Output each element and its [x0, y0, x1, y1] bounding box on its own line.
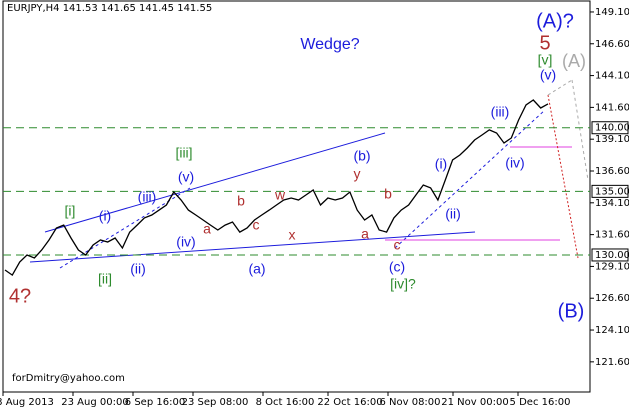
y-tick-label: 149.10: [595, 7, 629, 18]
level-box: [591, 248, 629, 262]
x-tick-label: 8 Aug 2013: [0, 397, 54, 408]
wave-label: Wedge?: [300, 36, 359, 53]
x-tick-label: 6 Sep 16:00: [125, 397, 185, 408]
wave-label: (v): [540, 67, 556, 83]
y-tick-label: 146.60: [595, 39, 629, 50]
wave-label: c: [394, 237, 401, 253]
wave-label: x: [289, 227, 296, 243]
projection: [547, 94, 579, 259]
y-tick-label: 131.60: [595, 230, 629, 241]
level-box: [591, 121, 629, 135]
wedge-upper: [44, 132, 386, 233]
wave-label: (i): [99, 208, 111, 224]
wave-label: (b): [353, 148, 370, 164]
wave-label: 4?: [9, 285, 31, 307]
y-tick-label: 136.60: [595, 166, 629, 177]
wave-label: b: [384, 186, 392, 202]
y-tick-label: 126.60: [595, 293, 629, 304]
projection: [571, 79, 589, 181]
wave-label: (A)?: [536, 10, 574, 32]
wave-label: (a): [248, 261, 265, 277]
chart-title: EURJPY,H4 141.53 141.65 141.45 141.55: [7, 3, 212, 14]
wave-label: (ii): [130, 261, 146, 277]
y-tick-label: 129.10: [595, 261, 629, 272]
level-label: 135.00: [595, 186, 629, 197]
wave-label: (c): [389, 259, 405, 275]
y-tick-label: 144.10: [595, 71, 629, 82]
wave-label: b: [237, 193, 245, 209]
wave-label: (ii): [445, 206, 461, 222]
channel: [394, 109, 546, 249]
wave-label: [v]: [538, 52, 553, 68]
wave-label: (v): [178, 169, 194, 185]
wave-label: (iii): [491, 104, 510, 120]
wave-label: a: [203, 221, 211, 237]
wave-label: 5: [539, 32, 550, 54]
y-tick-label: 121.60: [595, 357, 629, 368]
wave-label: [iii]: [175, 145, 192, 161]
wave-label: (iv): [176, 234, 195, 250]
level-label: 130.00: [595, 250, 629, 261]
wave-label: (B): [558, 300, 585, 322]
level-box: [591, 184, 629, 198]
y-tick-label: 141.60: [595, 102, 629, 113]
wave-label: [iv]?: [390, 276, 416, 292]
wave-label: (A): [562, 51, 586, 71]
x-tick-label: 22 Oct 16:00: [317, 397, 382, 408]
wave-label: y: [354, 166, 361, 182]
x-tick-label: 8 Oct 16:00: [256, 397, 315, 408]
x-tick-label: 23 Aug 00:00: [61, 397, 128, 408]
wave-label: [ii]: [98, 271, 112, 287]
x-tick-label: 6 Nov 08:00: [379, 397, 440, 408]
wave-label: a: [361, 226, 369, 242]
price-line: [4, 99, 549, 277]
x-tick-label: 23 Sep 08:00: [182, 397, 249, 408]
y-tick-label: 134.10: [595, 198, 629, 209]
y-tick-label: 124.10: [595, 325, 629, 336]
wave-label: (i): [435, 156, 447, 172]
wave-label: (iv): [505, 155, 524, 171]
x-tick-label: 21 Nov 00:00: [441, 397, 508, 408]
level-label: 140.00: [595, 123, 629, 134]
wave-label: w: [274, 187, 286, 203]
x-tick-label: 5 Dec 16:00: [510, 397, 571, 408]
y-tick-label: 139.10: [595, 134, 629, 145]
wedge-lower: [29, 231, 476, 263]
projection: [547, 79, 573, 96]
plot-frame: [2, 0, 591, 393]
footer: forDmitry@yahoo.com: [12, 373, 125, 384]
wave-label: c: [253, 217, 260, 233]
wave-label: [i]: [65, 203, 76, 219]
wave-label: (iii): [138, 189, 157, 205]
